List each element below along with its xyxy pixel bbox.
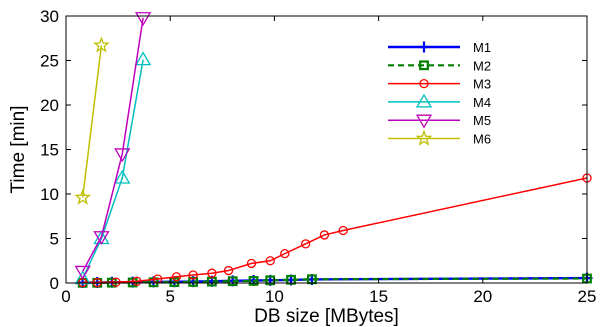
legend-entry-m2: M2 bbox=[388, 58, 491, 73]
data-point-m3-7 bbox=[207, 268, 217, 278]
legend-entry-m6: M6 bbox=[388, 129, 491, 147]
data-point-m5-3 bbox=[134, 12, 152, 27]
data-point-m4-2 bbox=[114, 169, 131, 184]
plot-background bbox=[66, 16, 587, 283]
legend-label-m5: M5 bbox=[473, 113, 491, 128]
x-tick-label-20: 20 bbox=[473, 287, 492, 306]
x-tick-label-10: 10 bbox=[265, 287, 284, 306]
x-axis-label: DB size [MBytes] bbox=[254, 306, 399, 327]
data-point-m3-9 bbox=[246, 258, 257, 269]
series-line-m3 bbox=[82, 177, 588, 284]
x-tick-label-15: 15 bbox=[369, 287, 388, 306]
data-point-m3-5 bbox=[171, 272, 182, 282]
data-point-m6-0 bbox=[74, 188, 92, 205]
plot-area bbox=[66, 16, 587, 283]
series-line-m6 bbox=[81, 45, 103, 198]
y-tick-label-10: 10 bbox=[40, 185, 59, 204]
data-point-m2-8 bbox=[227, 276, 238, 287]
legend-label-m1: M1 bbox=[473, 40, 491, 55]
legend-entry-m5: M5 bbox=[388, 113, 491, 129]
data-point-m3-6 bbox=[188, 270, 198, 280]
data-point-m5-1 bbox=[93, 231, 110, 246]
series-m5 bbox=[74, 12, 152, 280]
legend-marker-m2 bbox=[419, 60, 429, 71]
data-point-m2-3 bbox=[127, 277, 138, 288]
y-axis-label: Time [min] bbox=[8, 106, 29, 194]
data-point-m5-2 bbox=[114, 148, 131, 163]
legend-label-m6: M6 bbox=[473, 132, 491, 147]
y-tick-label-15: 15 bbox=[40, 141, 59, 160]
y-tick-label-20: 20 bbox=[40, 96, 59, 115]
series-line-m5 bbox=[82, 17, 144, 272]
x-tick-label-25: 25 bbox=[578, 287, 597, 306]
data-point-m6-1 bbox=[92, 36, 110, 53]
legend-marker-m4 bbox=[415, 93, 433, 108]
data-point-m2-6 bbox=[188, 277, 199, 287]
data-point-m2-11 bbox=[286, 274, 296, 285]
legend-entry-m1: M1 bbox=[388, 40, 491, 55]
data-point-m3-13 bbox=[319, 230, 330, 240]
y-tick-label-25: 25 bbox=[40, 52, 59, 71]
legend-entry-m4: M4 bbox=[388, 93, 491, 110]
legend-marker-m6 bbox=[415, 129, 433, 146]
data-point-m2-9 bbox=[248, 275, 259, 286]
data-point-m3-11 bbox=[280, 248, 290, 259]
series-layer bbox=[74, 12, 593, 289]
legend-label-m3: M3 bbox=[473, 77, 491, 92]
legend-marker-m1 bbox=[418, 41, 430, 53]
data-point-m3-14 bbox=[338, 225, 348, 236]
legend-label-m4: M4 bbox=[473, 95, 491, 110]
data-point-m4-3 bbox=[134, 51, 152, 66]
x-tick-label-0: 0 bbox=[61, 287, 70, 306]
legend-entry-m3: M3 bbox=[388, 77, 491, 92]
y-tick-label-30: 30 bbox=[40, 7, 59, 26]
legend-marker-m5 bbox=[415, 114, 433, 129]
legend-label-m2: M2 bbox=[473, 58, 491, 73]
series-line-m4 bbox=[81, 59, 144, 279]
data-point-m5-0 bbox=[74, 265, 91, 280]
data-point-m3-8 bbox=[223, 265, 234, 276]
y-tick-label-5: 5 bbox=[50, 230, 59, 249]
data-point-m3-10 bbox=[265, 256, 275, 266]
legend-marker-m3 bbox=[419, 78, 429, 89]
series-m6 bbox=[74, 36, 110, 205]
data-point-m3-3 bbox=[132, 276, 142, 286]
y-tick-label-0: 0 bbox=[50, 274, 59, 293]
axes: 0 5 10 15 20 25 0 5 10 15 20 25 30 bbox=[40, 7, 596, 306]
data-point-m4-0 bbox=[74, 270, 91, 285]
x-tick-label-5: 5 bbox=[165, 287, 174, 306]
legend: M1 M2 M3 M4 M5 M6 bbox=[388, 40, 491, 147]
data-point-m3-12 bbox=[301, 239, 311, 249]
data-point-m3-2 bbox=[111, 277, 121, 287]
